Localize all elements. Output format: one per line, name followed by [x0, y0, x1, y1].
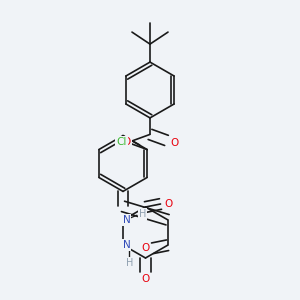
Text: Cl: Cl — [116, 137, 127, 147]
Text: H: H — [126, 258, 133, 268]
Text: O: O — [141, 243, 149, 253]
Text: O: O — [141, 274, 150, 284]
Text: N: N — [122, 240, 130, 250]
Text: N: N — [122, 215, 130, 225]
Text: O: O — [170, 138, 178, 148]
Text: O: O — [123, 137, 131, 147]
Text: O: O — [164, 199, 172, 209]
Text: H: H — [139, 209, 146, 219]
